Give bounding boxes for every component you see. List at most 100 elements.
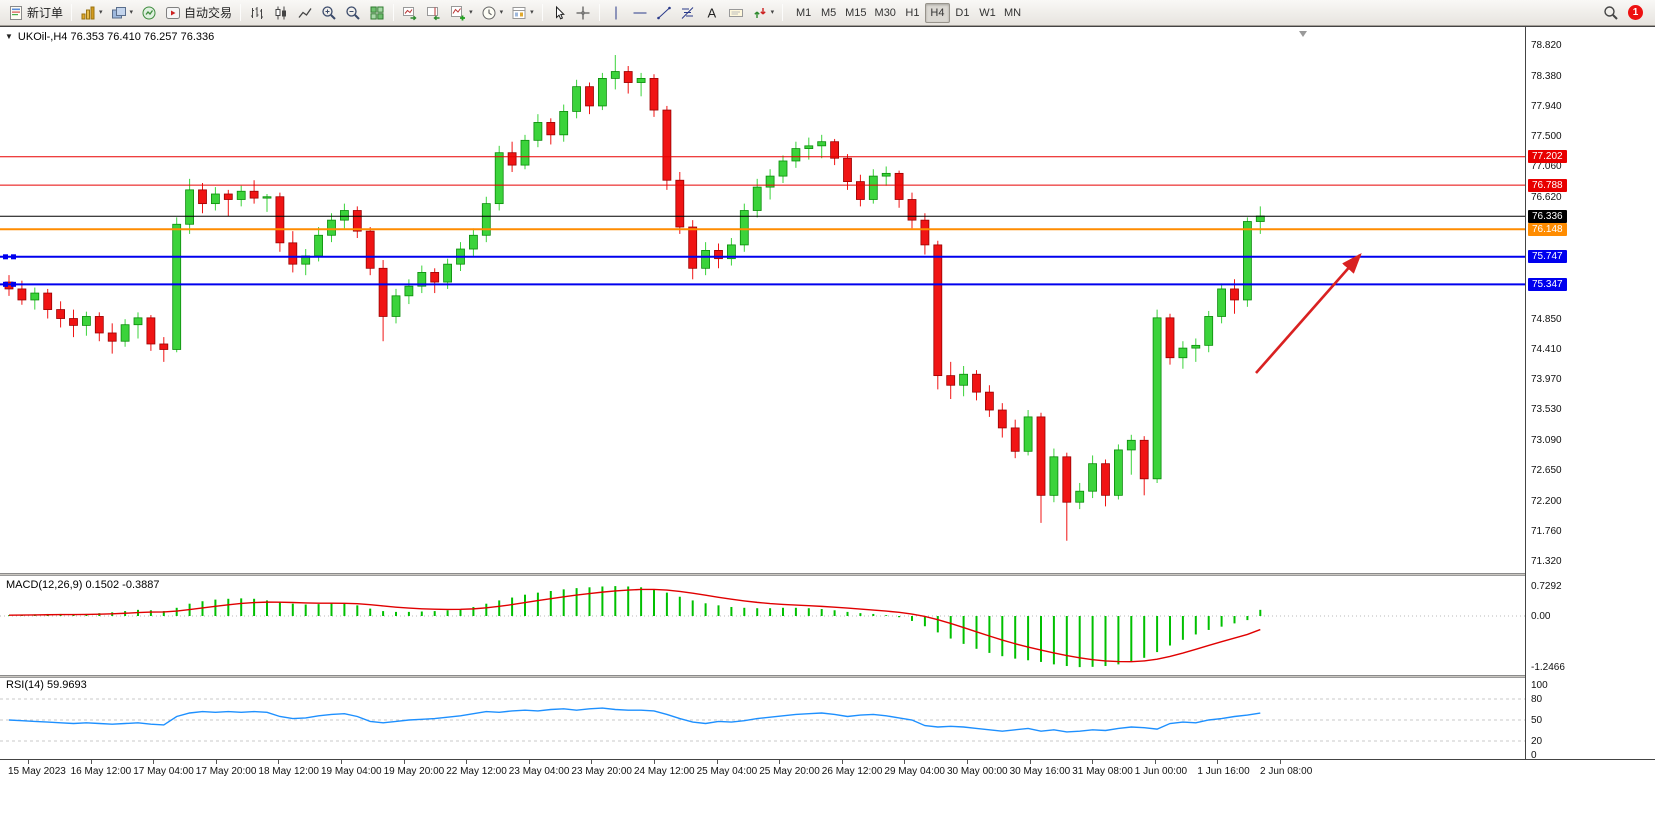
candle-body xyxy=(69,318,78,326)
candle-body xyxy=(120,324,130,342)
candle-body xyxy=(752,186,762,211)
periods-button[interactable]: ▾ xyxy=(477,2,508,24)
time-axis-label: 1 Jun 00:00 xyxy=(1134,766,1188,777)
price-axis-label: 77.500 xyxy=(1531,131,1562,143)
periods-clock-icon xyxy=(482,6,496,19)
candle-body xyxy=(17,288,27,301)
candle-body xyxy=(598,78,607,107)
chart-header: ▼ UKOil-,H4 76.353 76.410 76.257 76.336 xyxy=(5,31,214,43)
profiles-button[interactable]: ▾ xyxy=(107,2,138,24)
price-axis-label: 74.850 xyxy=(1531,313,1562,325)
annotation-arrow[interactable] xyxy=(1255,253,1362,374)
panel-separator[interactable] xyxy=(0,573,1655,576)
candle-body xyxy=(959,373,968,386)
bar-chart-button[interactable] xyxy=(245,2,269,24)
panel-separator[interactable] xyxy=(0,675,1655,678)
auto-scroll-button[interactable] xyxy=(398,2,422,24)
candle-body xyxy=(417,272,427,287)
candle-body xyxy=(727,244,736,260)
time-axis-label: 17 May 20:00 xyxy=(195,766,257,777)
time-axis-tick xyxy=(341,760,342,764)
candle-body xyxy=(159,343,169,350)
templates-button[interactable]: ▾ xyxy=(507,2,538,24)
trendline-tool[interactable] xyxy=(652,2,676,24)
one-click-trading-toggle[interactable]: ▼ xyxy=(5,32,13,41)
vertical-line-tool[interactable] xyxy=(604,2,628,24)
price-chart[interactable] xyxy=(0,27,1525,573)
price-line-badge: 76.148 xyxy=(1528,222,1567,236)
time-axis[interactable]: 15 May 2023 16 May 12:00 17 May 04:00 17 Ma… xyxy=(0,759,1655,830)
hline-handle xyxy=(3,281,8,287)
horizontal-line-tool[interactable] xyxy=(628,2,652,24)
price-line-badge: 77.202 xyxy=(1528,150,1567,164)
toolbar-separator xyxy=(240,4,242,21)
chart-shift-button[interactable] xyxy=(422,2,446,24)
indicators-button[interactable]: ▾ xyxy=(446,2,477,24)
time-axis-label: 15 May 2023 xyxy=(8,766,66,777)
arrows-tool[interactable]: ▾ xyxy=(748,2,779,24)
tile-windows-icon xyxy=(370,6,384,19)
candle-body xyxy=(223,193,233,200)
timeframe-h1[interactable]: H1 xyxy=(900,3,925,23)
candle-body xyxy=(1152,317,1162,480)
templates-icon xyxy=(512,6,526,19)
timeframe-m15[interactable]: M15 xyxy=(841,3,870,23)
new-chart-button[interactable]: ▾ xyxy=(76,2,107,24)
macd-panel[interactable] xyxy=(0,577,1525,675)
zoom-in-button[interactable] xyxy=(317,2,341,24)
price-axis-label: 73.090 xyxy=(1531,434,1562,446)
cursor-button[interactable] xyxy=(547,2,571,24)
zoom-in-icon xyxy=(322,5,336,20)
timeframe-mn[interactable]: MN xyxy=(1000,3,1025,23)
candle-body xyxy=(378,267,388,317)
line-chart-icon xyxy=(298,7,312,18)
candlestick-chart-button[interactable] xyxy=(269,2,293,24)
candle-body xyxy=(468,234,478,250)
time-axis-tick xyxy=(779,760,781,764)
new-order-button[interactable]: 新订单 xyxy=(4,2,67,24)
price-axis-label: 77.060 xyxy=(1531,161,1562,173)
crosshair-button[interactable] xyxy=(571,2,595,24)
data-window-icon xyxy=(142,6,156,19)
rsi-panel[interactable] xyxy=(0,677,1525,759)
text-label-tool[interactable] xyxy=(724,2,748,24)
candle-body xyxy=(688,226,698,269)
zoom-out-button[interactable] xyxy=(341,2,365,24)
timeframe-h4[interactable]: H4 xyxy=(924,2,950,23)
candle-body xyxy=(972,373,981,393)
autotrading-button[interactable]: 自动交易 xyxy=(161,2,236,24)
main-toolbar: 新订单 ▾ ▾ 自动交易 xyxy=(0,0,1655,26)
notification-badge[interactable]: 1 xyxy=(1628,5,1643,20)
search-icon[interactable] xyxy=(1603,5,1619,21)
candle-body xyxy=(1126,439,1136,451)
price-axis[interactable]: 78.820 78.380 77.940 77.500 77.060 76.620 76.1… xyxy=(1525,27,1655,830)
horizontal-line-icon xyxy=(633,12,647,13)
time-axis-label: 22 May 12:00 xyxy=(446,766,507,777)
candle-body xyxy=(352,210,362,232)
price-line-badge: 75.747 xyxy=(1528,250,1567,264)
rsi-axis-label: 80 xyxy=(1531,694,1543,705)
candle-body xyxy=(985,391,994,411)
candle-body xyxy=(391,295,401,317)
candle-body xyxy=(546,122,556,136)
time-axis-tick xyxy=(403,760,405,764)
tile-windows-button[interactable] xyxy=(365,2,389,24)
dropdown-caret: ▾ xyxy=(770,8,775,16)
candle-body xyxy=(43,292,53,310)
timeframe-m30[interactable]: M30 xyxy=(871,3,900,23)
timeframe-w1[interactable]: W1 xyxy=(975,3,1000,23)
timeframe-d1[interactable]: D1 xyxy=(950,3,975,23)
line-chart-button[interactable] xyxy=(293,2,317,24)
candle-body xyxy=(1023,416,1033,452)
fibonacci-tool[interactable] xyxy=(676,2,700,24)
timeframe-m5[interactable]: M5 xyxy=(816,3,841,23)
candle-body xyxy=(1114,449,1123,496)
candle-body xyxy=(133,317,143,326)
timeframe-m1[interactable]: M1 xyxy=(791,3,816,23)
dropdown-caret: ▾ xyxy=(499,8,504,16)
data-window-button[interactable] xyxy=(137,2,161,24)
time-axis-tick xyxy=(1280,760,1281,764)
text-tool[interactable]: A xyxy=(700,2,724,24)
price-line-badge: 76.788 xyxy=(1528,178,1567,192)
vertical-line-icon xyxy=(615,6,617,19)
